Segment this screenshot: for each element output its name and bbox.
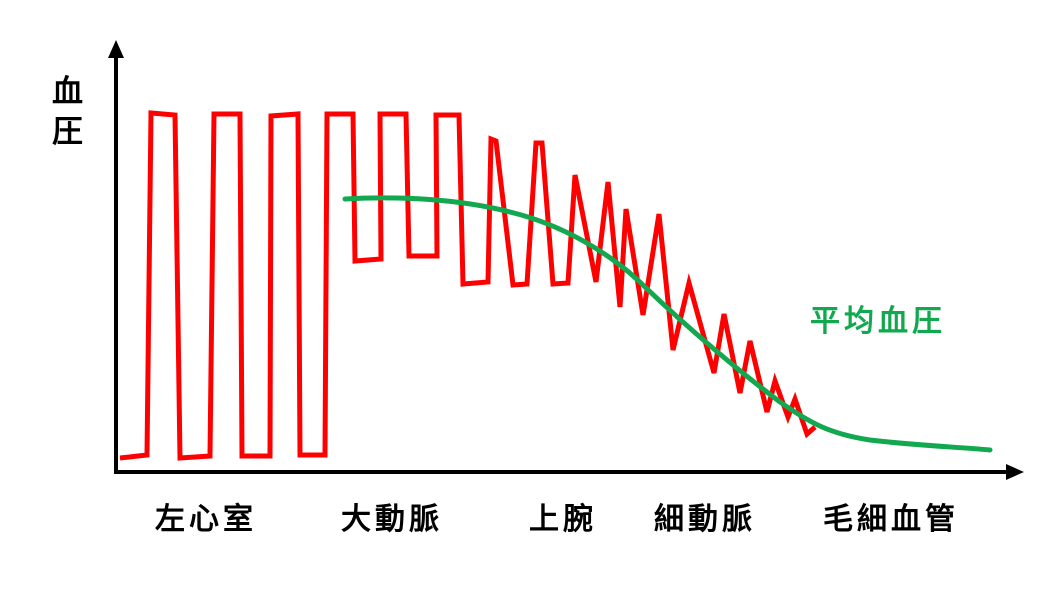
axes <box>108 40 1024 480</box>
mean-pressure-label: 平均血圧 <box>810 304 946 339</box>
region-label-capillaries: 毛細血管 <box>823 502 959 537</box>
y-axis-arrow <box>108 40 124 58</box>
y-axis-title-char: 血 <box>52 74 83 110</box>
mean-pressure-curve <box>342 195 993 453</box>
region-label-left-ventricle: 左心室 <box>155 502 257 537</box>
region-label-aorta: 大動脈 <box>341 502 443 537</box>
x-axis-arrow <box>1006 464 1024 480</box>
pressure-waveform <box>119 110 817 461</box>
y-axis-title: 血 圧 <box>52 72 92 152</box>
region-label-upper-arm: 上腕 <box>529 502 597 537</box>
region-label-arterioles: 細動脈 <box>654 502 756 537</box>
y-axis-title-char: 圧 <box>52 114 83 150</box>
